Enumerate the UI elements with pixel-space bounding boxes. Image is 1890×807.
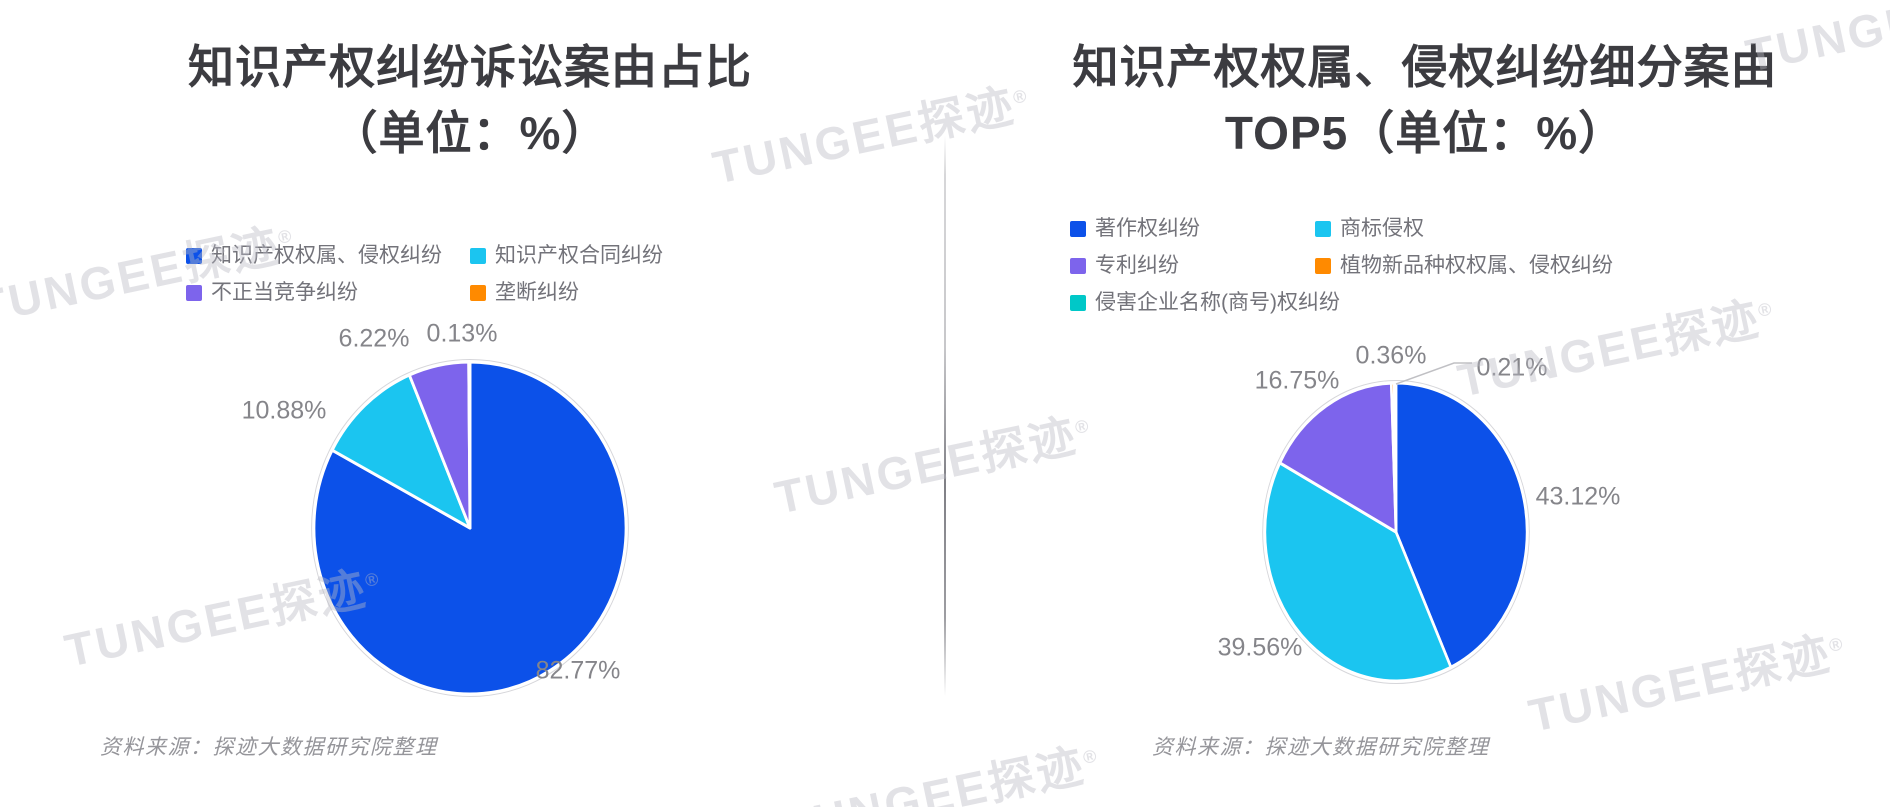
pie-slice-label: 39.56% [1217,633,1303,662]
legend-item-trade-name[interactable]: 侵害企业名称(商号)权纠纷 [1070,291,1340,315]
legend-item-trademark[interactable]: 商标侵权 [1315,217,1613,241]
legend-swatch [1070,295,1086,311]
legend-swatch [1070,258,1086,274]
legend-label: 侵害企业名称(商号)权纠纷 [1095,291,1340,314]
label-leader-line [1395,362,1472,385]
pie-slice-label: 16.75% [1254,366,1340,395]
pie-slice-4[interactable] [1392,381,1398,534]
left-chart-title-line2: （单位：%） [331,107,609,159]
legend-item-ip-contract[interactable]: 知识产权合同纠纷 [470,244,663,268]
legend-swatch [1315,258,1331,274]
right-pie-chart [1261,379,1530,690]
legend-item-copyright[interactable]: 著作权纠纷 [1070,217,1315,241]
legend-label: 知识产权合同纠纷 [495,244,663,267]
legend-item-monopoly[interactable]: 垄断纠纷 [470,281,663,305]
left-chart-title-line1: 知识产权纠纷诉讼案由占比 [188,41,752,93]
pie-slice-label: 82.77% [535,656,621,685]
pie-slice-label: 0.13% [426,319,498,348]
pie-slice-label: 0.36% [1355,341,1427,370]
legend-label: 不正当竞争纠纷 [211,281,358,304]
legend-label: 植物新品种权权属、侵权纠纷 [1340,254,1613,277]
pie-slice-1[interactable] [330,373,472,530]
legend-swatch [470,285,486,301]
legend-label: 著作权纠纷 [1095,217,1200,240]
right-chart-title: 知识产权权属、侵权纠纷细分案由 TOP5（单位：%） [1000,34,1850,166]
legend-item-unfair-competition[interactable]: 不正当竞争纠纷 [186,281,470,305]
legend-swatch [186,285,202,301]
legend-label: 知识产权权属、侵权纠纷 [211,244,442,267]
legend-item-plant-variety[interactable]: 植物新品种权权属、侵权纠纷 [1315,254,1613,278]
pie-slice-0[interactable] [1394,381,1529,669]
left-pie-chart [310,358,630,703]
right-chart-legend: 著作权纠纷 商标侵权 专利纠纷 植物新品种权权属、侵权纠纷 侵害企业名称(商号)… [1070,217,1613,315]
legend-label: 垄断纠纷 [495,281,579,304]
legend-item-patent[interactable]: 专利纠纷 [1070,254,1315,278]
legend-label: 商标侵权 [1340,217,1424,240]
legend-swatch [186,248,202,264]
left-chart-legend: 知识产权权属、侵权纠纷 知识产权合同纠纷 不正当竞争纠纷 垄断纠纷 [186,244,663,305]
legend-label: 专利纠纷 [1095,254,1179,277]
legend-item-ip-ownership-infringement[interactable]: 知识产权权属、侵权纠纷 [186,244,470,268]
pie-slice-2[interactable] [1278,381,1398,534]
left-source-note: 资料来源：探迹大数据研究院整理 [100,736,438,759]
legend-swatch [470,248,486,264]
right-chart-title-line1: 知识产权权属、侵权纠纷细分案由 [1072,41,1778,93]
left-chart-title: 知识产权纠纷诉讼案由占比 （单位：%） [40,34,900,166]
right-chart-title-line2: TOP5（单位：%） [1224,107,1626,159]
pie-slice-label: 10.88% [241,396,327,425]
legend-swatch [1315,221,1331,237]
pie-slice-label: 6.22% [338,324,410,353]
right-source-note: 资料来源：探迹大数据研究院整理 [1152,736,1490,759]
legend-swatch [1070,221,1086,237]
pie-slice-label: 0.21% [1476,353,1548,382]
pie-slice-label: 43.12% [1535,482,1621,511]
panel-divider [944,136,946,696]
pie-slice-1[interactable] [1263,461,1453,683]
pie-slice-3[interactable] [467,360,472,530]
